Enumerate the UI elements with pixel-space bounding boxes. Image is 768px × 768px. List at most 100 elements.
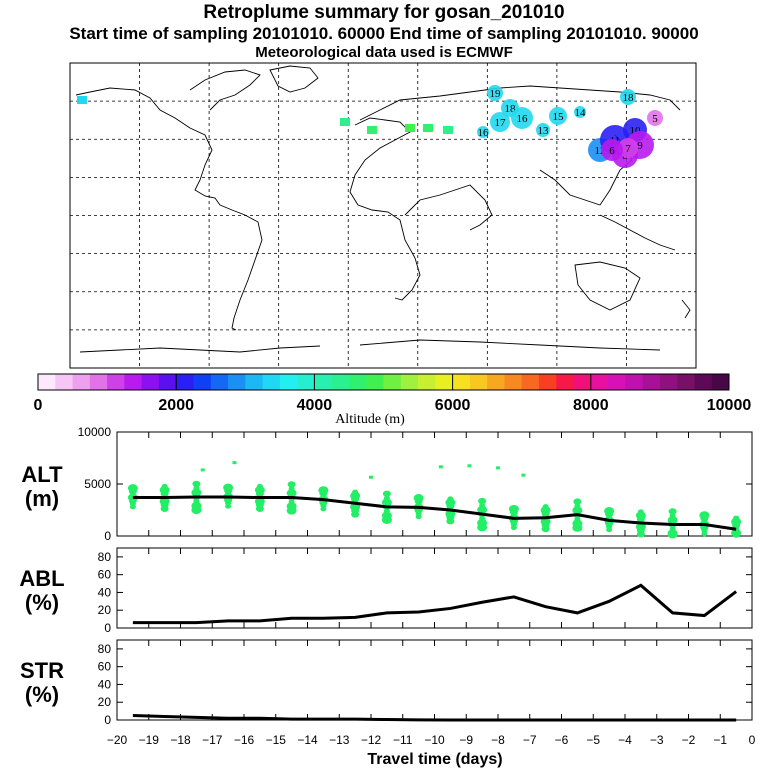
marker-day-label: 17 bbox=[495, 117, 507, 129]
marker-day-label: 18 bbox=[623, 92, 635, 104]
x-tick-label: −15 bbox=[266, 733, 287, 747]
colorbar-segment bbox=[297, 374, 315, 390]
altitude-scatter-point bbox=[413, 494, 424, 503]
y-tick-label: 60 bbox=[98, 568, 112, 582]
x-tick-label: −5 bbox=[586, 733, 600, 747]
colorbar-segment bbox=[400, 374, 419, 390]
colorbar-segment bbox=[245, 374, 264, 390]
retroplume-marker bbox=[574, 106, 586, 118]
altitude-scatter-point bbox=[200, 468, 205, 472]
x-tick-label: −4 bbox=[618, 733, 632, 747]
altitude-scatter-point bbox=[496, 466, 500, 470]
altitude-scatter-point bbox=[223, 483, 234, 492]
x-tick-label: −19 bbox=[139, 733, 160, 747]
colorbar-segment bbox=[418, 374, 436, 390]
altitude-scatter-point bbox=[254, 486, 265, 495]
colorbar-frame bbox=[37, 373, 730, 391]
altitude-scatter-point bbox=[286, 506, 297, 515]
colorbar-segment bbox=[107, 374, 125, 390]
colorbar-segment bbox=[193, 374, 212, 390]
altitude-mean-line bbox=[132, 495, 737, 531]
colorbar-label: Altitude (m) bbox=[335, 412, 405, 427]
colorbar-segment bbox=[158, 374, 177, 390]
colorbar-segment bbox=[435, 374, 454, 390]
marker-day-label: 6 bbox=[609, 145, 615, 157]
altitude-scatter-point bbox=[540, 506, 551, 515]
altitude-scatter-point bbox=[731, 517, 742, 526]
altitude-scatter-point bbox=[604, 507, 615, 516]
altitude-scatter-point bbox=[351, 511, 360, 518]
small-marker bbox=[340, 118, 350, 126]
panel-title: ABL bbox=[19, 566, 64, 591]
altitude-scatter-point bbox=[129, 504, 136, 510]
y-tick-label: 0 bbox=[104, 621, 111, 635]
altitude-scatter-point bbox=[479, 503, 486, 508]
y-tick-label: 20 bbox=[98, 603, 112, 617]
altitude-scatter-point bbox=[521, 473, 526, 477]
altitude-scatter-point bbox=[159, 497, 170, 506]
altitude-scatter-point bbox=[254, 497, 265, 506]
y-tick-label: 80 bbox=[98, 550, 112, 564]
colorbar-segment bbox=[711, 374, 730, 390]
colorbar-segment bbox=[469, 374, 488, 390]
sampling-time-subtitle: Start time of sampling 20101010. 60000 E… bbox=[69, 24, 699, 43]
altitude-scatter-point bbox=[160, 505, 169, 512]
marker-day-label: 15 bbox=[553, 111, 565, 123]
altitude-scatter-point bbox=[383, 495, 390, 501]
altitude-scatter-point bbox=[320, 506, 327, 512]
altitude-scatter-point bbox=[508, 504, 519, 513]
y-tick-label: 10000 bbox=[78, 425, 112, 439]
retroplume-marker bbox=[618, 138, 638, 158]
small-marker bbox=[443, 126, 453, 134]
colorbar-segment bbox=[141, 374, 160, 390]
retroplume-marker bbox=[511, 107, 533, 129]
str-line bbox=[132, 714, 737, 722]
altitude-scatter-point bbox=[446, 518, 455, 525]
y-tick-label: 60 bbox=[98, 660, 112, 674]
altitude-scatter-point bbox=[256, 483, 263, 489]
altitude-scatter-point bbox=[352, 489, 359, 495]
colorbar-segment bbox=[176, 374, 194, 390]
x-tick-label: −11 bbox=[393, 733, 413, 747]
abl-line bbox=[132, 583, 738, 625]
altitude-scatter-point bbox=[541, 525, 550, 533]
altitude-scatter-point bbox=[287, 481, 296, 488]
altitude-scatter-point bbox=[381, 498, 392, 507]
altitude-scatter-point bbox=[572, 523, 583, 532]
panel-frame bbox=[116, 431, 753, 537]
altitude-scatter-point bbox=[438, 465, 443, 469]
altitude-scatter-point bbox=[192, 480, 201, 488]
altitude-scatter-point bbox=[667, 516, 678, 525]
altitude-scatter-point bbox=[573, 498, 582, 505]
colorbar-tick-label: 6000 bbox=[435, 397, 471, 414]
altitude-scatter-point bbox=[381, 515, 392, 524]
altitude-scatter-point bbox=[574, 503, 581, 509]
world-map: 19181716151314161812111098765 bbox=[69, 62, 697, 369]
altitude-scatter-point bbox=[382, 490, 391, 497]
altitude-scatter-point bbox=[369, 475, 373, 479]
panel-str: 0 20 40 60 80 STR(%) bbox=[20, 639, 753, 727]
altitude-scatter-point bbox=[318, 486, 329, 495]
small-marker bbox=[405, 124, 415, 132]
altitude-scatter-point bbox=[193, 485, 200, 491]
colorbar-segment bbox=[262, 374, 281, 390]
colorbar-segment bbox=[383, 374, 402, 390]
map-gridlines bbox=[70, 63, 696, 368]
colorbar-segment bbox=[694, 374, 713, 390]
altitude-scatter-point bbox=[572, 506, 583, 515]
colorbar-segment bbox=[625, 374, 644, 390]
x-tick-label: −9 bbox=[459, 733, 473, 747]
y-tick-label: 0 bbox=[104, 713, 111, 727]
altitude-scatter-point bbox=[232, 461, 237, 465]
panel-abl: 0 20 40 60 80 ABL(%) bbox=[19, 547, 753, 635]
x-tick-label: −3 bbox=[650, 733, 664, 747]
altitude-scatter-point bbox=[447, 496, 454, 502]
retroplume-marker bbox=[536, 123, 550, 137]
colorbar-segment bbox=[538, 374, 557, 390]
altitude-scatter-point bbox=[161, 483, 168, 489]
colorbar-segment bbox=[677, 374, 695, 390]
marker-day-label: 18 bbox=[505, 103, 517, 115]
coastlines bbox=[75, 65, 691, 353]
colorbar-segment bbox=[331, 374, 350, 390]
